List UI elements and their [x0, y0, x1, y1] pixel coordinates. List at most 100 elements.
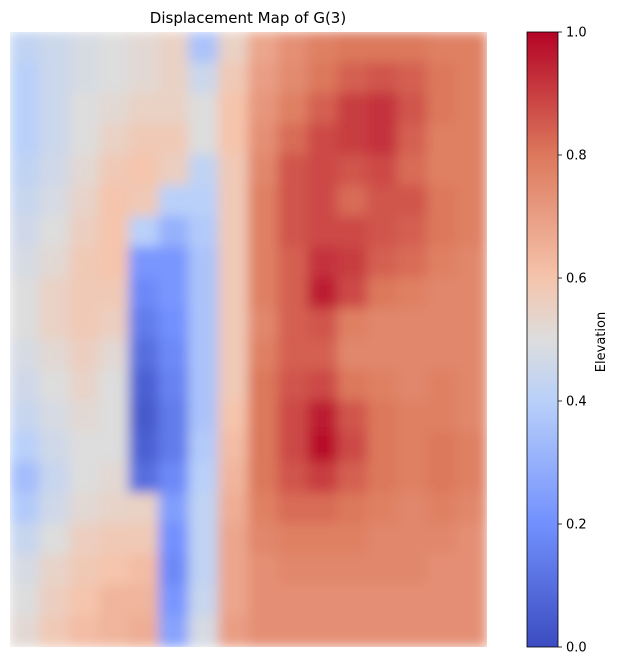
heatmap-cell: [248, 369, 279, 402]
heatmap-cell: [39, 32, 71, 64]
heatmap-cell: [158, 32, 190, 64]
heatmap-cell: [277, 400, 309, 433]
heatmap-cell: [128, 523, 160, 556]
heatmap-cell: [10, 492, 41, 525]
heatmap-cell: [337, 123, 369, 156]
heatmap-cell: [98, 154, 130, 187]
heatmap-cell: [397, 369, 428, 402]
heatmap-cell: [367, 400, 399, 433]
heatmap-cell: [367, 123, 399, 156]
heatmap-cell: [158, 369, 190, 402]
heatmap-cell: [10, 216, 41, 248]
heatmap-cell: [69, 339, 100, 371]
heatmap-cell: [456, 277, 487, 310]
heatmap-cell: [426, 308, 458, 340]
heatmap-cell: [277, 523, 309, 556]
heatmap-cell: [397, 185, 428, 217]
heatmap-cell: [367, 93, 399, 125]
heatmap-cell: [39, 123, 71, 156]
heatmap-cell: [188, 339, 220, 371]
heatmap-cell: [456, 246, 487, 279]
heatmap-cell: [10, 246, 41, 279]
heatmap-cell: [456, 216, 487, 248]
heatmap-cell: [10, 308, 41, 340]
heatmap-cell: [456, 400, 487, 433]
heatmap-cell: [456, 492, 487, 525]
heatmap-cell: [218, 492, 249, 525]
heatmap-cell: [426, 523, 458, 556]
heatmap-cell: [456, 123, 487, 156]
heatmap-cell: [218, 277, 249, 310]
heatmap-cell: [248, 154, 279, 187]
heatmap-cell: [397, 277, 428, 310]
heatmap-cell: [397, 462, 428, 494]
heatmap-cell: [248, 492, 279, 525]
colorbar-frame: [526, 31, 559, 648]
heatmap-cell: [248, 615, 279, 647]
heatmap-cell: [277, 154, 309, 187]
heatmap-cell: [277, 62, 309, 94]
heatmap-cell: [10, 62, 41, 94]
heatmap-cell: [456, 93, 487, 125]
heatmap-cell: [158, 615, 190, 647]
heatmap-cell: [397, 246, 428, 279]
heatmap-cell: [39, 246, 71, 279]
heatmap-cell: [128, 369, 160, 402]
chart-title: Displacement Map of G(3): [150, 9, 346, 27]
heatmap-cell: [456, 62, 487, 94]
heatmap-cell: [277, 431, 309, 463]
heatmap-cell: [248, 462, 279, 494]
heatmap-cell: [277, 339, 309, 371]
colorbar-label: Elevation: [594, 312, 609, 372]
heatmap-cell: [158, 339, 190, 371]
heatmap-cell: [128, 554, 160, 586]
heatmap-cell: [307, 400, 339, 433]
heatmap-cell: [158, 123, 190, 156]
heatmap-cell: [188, 308, 220, 340]
heatmap-cell: [337, 462, 369, 494]
heatmap-cell: [69, 277, 100, 310]
heatmap-cell: [248, 216, 279, 248]
heatmap-cell: [248, 585, 279, 617]
heatmap-cell: [426, 369, 458, 402]
heatmap-cell: [426, 246, 458, 279]
heatmap-cell: [337, 62, 369, 94]
heatmap-cell: [426, 93, 458, 125]
heatmap-cell: [307, 585, 339, 617]
heatmap-cell: [218, 62, 249, 94]
heatmap-cell: [98, 246, 130, 279]
heatmap-cell: [98, 62, 130, 94]
heatmap-cell: [426, 615, 458, 647]
heatmap-cell: [218, 462, 249, 494]
heatmap-cell: [158, 431, 190, 463]
heatmap-cell: [307, 462, 339, 494]
heatmap-cell: [98, 462, 130, 494]
heatmap-cell: [277, 123, 309, 156]
heatmap-cell: [128, 308, 160, 340]
heatmap-cell: [248, 339, 279, 371]
heatmap-cell: [128, 62, 160, 94]
heatmap-cell: [397, 523, 428, 556]
heatmap-cell: [456, 431, 487, 463]
heatmap-cell: [69, 246, 100, 279]
heatmap-cell: [218, 400, 249, 433]
heatmap-cell: [10, 523, 41, 556]
heatmap-cell: [218, 93, 249, 125]
heatmap-cell: [158, 185, 190, 217]
heatmap-cell: [277, 32, 309, 64]
heatmap-cell: [456, 339, 487, 371]
heatmap-cell: [188, 216, 220, 248]
heatmap-cell: [426, 154, 458, 187]
heatmap-cell: [10, 369, 41, 402]
heatmap-cell: [128, 216, 160, 248]
heatmap-cell: [69, 400, 100, 433]
heatmap-cell: [307, 369, 339, 402]
heatmap-cell: [98, 93, 130, 125]
heatmap-cell: [456, 369, 487, 402]
heatmap-cell: [158, 308, 190, 340]
heatmap-cell: [397, 339, 428, 371]
heatmap-cell: [128, 339, 160, 371]
heatmap-cell: [456, 185, 487, 217]
heatmap-cell: [367, 308, 399, 340]
heatmap-cell: [248, 400, 279, 433]
